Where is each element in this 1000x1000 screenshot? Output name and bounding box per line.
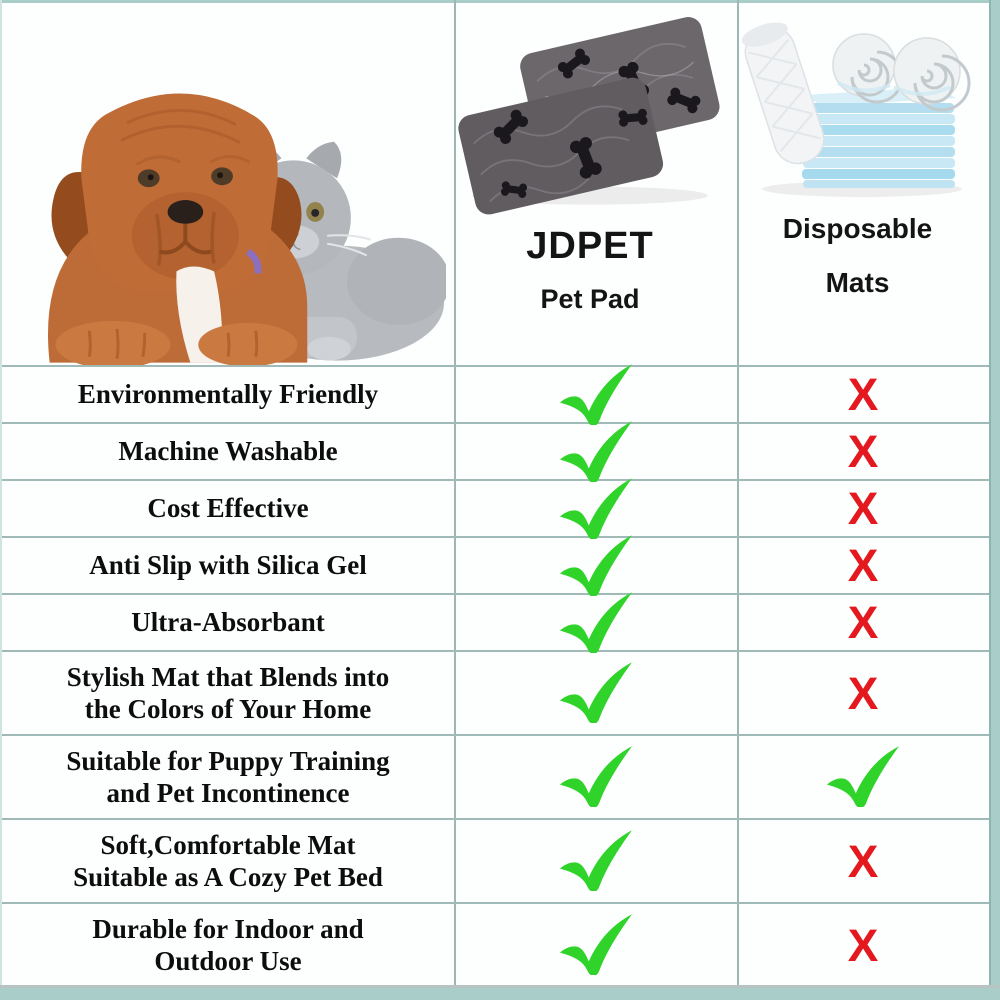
check-icon bbox=[559, 662, 632, 723]
puppy-and-cat-illustration bbox=[47, 93, 446, 365]
feature-cell: Ultra-Absorbant bbox=[2, 595, 454, 650]
front-pad bbox=[458, 77, 664, 215]
disposable-value-cell: X bbox=[737, 424, 989, 479]
disposable-value-cell: X bbox=[737, 652, 989, 734]
table-row: Environmentally Friendly X bbox=[2, 363, 989, 425]
feature-cell: Soft,Comfortable Mat Suitable as A Cozy … bbox=[2, 820, 454, 902]
table-row: Durable for Indoor and Outdoor Use X bbox=[2, 902, 989, 986]
column-divider-2 bbox=[737, 0, 739, 985]
x-icon: X bbox=[847, 919, 879, 971]
check-icon bbox=[559, 534, 632, 596]
puppy-and-cat-photo bbox=[2, 3, 454, 365]
check-icon bbox=[827, 746, 899, 807]
disposable-value-cell: X bbox=[737, 367, 989, 422]
disposable-value-cell: X bbox=[737, 538, 989, 593]
check-icon bbox=[559, 591, 632, 653]
product-name-jdpet: JDPET bbox=[526, 225, 654, 267]
feature-cell: Suitable for Puppy Training and Pet Inco… bbox=[2, 736, 454, 818]
feature-label: Durable for Indoor and Outdoor Use bbox=[92, 913, 364, 976]
feature-label: Anti Slip with Silica Gel bbox=[89, 550, 367, 581]
check-icon bbox=[559, 746, 632, 807]
x-icon: X bbox=[847, 540, 879, 591]
standing-roll bbox=[741, 22, 824, 165]
check-icon bbox=[559, 830, 632, 891]
feature-cell: Cost Effective bbox=[2, 481, 454, 536]
feature-cell: Durable for Indoor and Outdoor Use bbox=[2, 904, 454, 986]
feature-label: Cost Effective bbox=[147, 493, 309, 524]
frame-right-border bbox=[989, 0, 1000, 1000]
feature-cell: Machine Washable bbox=[2, 424, 454, 479]
check-icon bbox=[559, 420, 632, 482]
frame-left-border bbox=[0, 0, 2, 1000]
comparison-table: Environmentally Friendly X Machine Washab… bbox=[2, 363, 989, 986]
table-row: Cost Effective X bbox=[2, 477, 989, 539]
table-row: Soft,Comfortable Mat Suitable as A Cozy … bbox=[2, 818, 989, 902]
feature-cell: Stylish Mat that Blends into the Colors … bbox=[2, 652, 454, 734]
jdpet-value-cell bbox=[454, 736, 737, 818]
x-icon: X bbox=[847, 667, 879, 719]
disposable-value-cell bbox=[737, 736, 989, 818]
rolled-pads bbox=[831, 33, 970, 112]
frame-bottom-border bbox=[0, 988, 1000, 1000]
disposable-mats-photo bbox=[741, 22, 970, 197]
table-row: Stylish Mat that Blends into the Colors … bbox=[2, 650, 989, 734]
table-row: Anti Slip with Silica Gel X bbox=[2, 534, 989, 596]
header-row: JDPET Pet Pad bbox=[2, 3, 989, 365]
jdpet-value-cell bbox=[454, 420, 737, 482]
feature-label: Environmentally Friendly bbox=[77, 379, 379, 410]
disposable-value-cell: X bbox=[737, 595, 989, 650]
frame-bottom-line bbox=[0, 985, 1000, 988]
column-divider-1 bbox=[454, 0, 456, 985]
jdpet-value-cell bbox=[454, 820, 737, 902]
jdpet-value-cell bbox=[454, 591, 737, 653]
check-icon bbox=[559, 477, 632, 539]
jdpet-value-cell bbox=[454, 904, 737, 986]
product-subname-disposable: Mats bbox=[825, 267, 890, 298]
table-row: Machine Washable X bbox=[2, 420, 989, 482]
jdpet-value-cell bbox=[454, 363, 737, 425]
jdpet-value-cell bbox=[454, 652, 737, 734]
frame-top-border bbox=[0, 0, 1000, 3]
feature-label: Suitable for Puppy Training and Pet Inco… bbox=[66, 745, 390, 808]
x-icon: X bbox=[847, 369, 879, 420]
x-icon: X bbox=[847, 483, 879, 534]
jdpet-pet-pads-photo bbox=[458, 17, 720, 215]
feature-label: Ultra-Absorbant bbox=[131, 607, 325, 638]
check-icon bbox=[559, 363, 632, 425]
table-row: Ultra-Absorbant X bbox=[2, 591, 989, 653]
puppy-figure bbox=[47, 93, 308, 365]
disposable-value-cell: X bbox=[737, 481, 989, 536]
jdpet-value-cell bbox=[454, 477, 737, 539]
disposable-value-cell: X bbox=[737, 904, 989, 986]
x-icon: X bbox=[847, 597, 879, 648]
feature-cell: Anti Slip with Silica Gel bbox=[2, 538, 454, 593]
jdpet-product-cell: JDPET Pet Pad bbox=[454, 3, 726, 365]
product-subname-jdpet: Pet Pad bbox=[540, 284, 640, 314]
feature-label: Soft,Comfortable Mat Suitable as A Cozy … bbox=[73, 829, 383, 892]
table-row: Suitable for Puppy Training and Pet Inco… bbox=[2, 734, 989, 818]
jdpet-value-cell bbox=[454, 534, 737, 596]
check-icon bbox=[559, 914, 632, 975]
product-name-disposable: Disposable bbox=[782, 213, 933, 244]
feature-label: Stylish Mat that Blends into the Colors … bbox=[66, 661, 390, 724]
x-icon: X bbox=[847, 426, 879, 477]
disposable-product-cell: Disposable Mats bbox=[726, 3, 989, 365]
feature-label: Machine Washable bbox=[118, 436, 338, 467]
x-icon: X bbox=[847, 835, 879, 887]
feature-cell: Environmentally Friendly bbox=[2, 367, 454, 422]
disposable-value-cell: X bbox=[737, 820, 989, 902]
